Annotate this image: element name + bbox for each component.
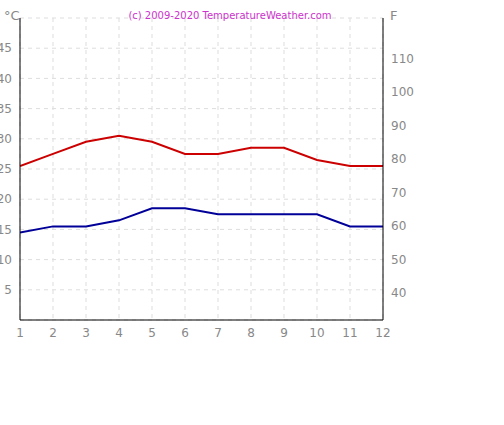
svg-text:15: 15 — [8, 223, 12, 237]
svg-text:45: 45 — [8, 41, 12, 55]
svg-text:5: 5 — [8, 283, 12, 297]
svg-text:40: 40 — [391, 286, 406, 300]
html-text:F: F — [390, 8, 398, 23]
svg-text:11: 11 — [342, 326, 357, 340]
svg-text:2: 2 — [49, 326, 57, 340]
svg-text:50: 50 — [391, 253, 406, 267]
svg-text:25: 25 — [8, 162, 12, 176]
svg-text:60: 60 — [391, 219, 406, 233]
html-text:(c) 2009-2020 TemperatureWeath: (c) 2009-2020 TemperatureWeather.com — [128, 10, 332, 21]
svg-text:40: 40 — [8, 72, 12, 86]
svg-text:30: 30 — [8, 132, 12, 146]
svg-text:1: 1 — [16, 326, 24, 340]
svg-text:9: 9 — [280, 326, 288, 340]
svg-text:20: 20 — [8, 192, 12, 206]
svg-text:80: 80 — [391, 152, 406, 166]
svg-text:8: 8 — [247, 326, 255, 340]
html-text:°C: °C — [4, 8, 20, 23]
svg-text:10: 10 — [8, 253, 12, 267]
svg-text:110: 110 — [391, 52, 414, 66]
svg-text:6: 6 — [181, 326, 189, 340]
svg-text:5: 5 — [148, 326, 156, 340]
svg-text:100: 100 — [391, 85, 414, 99]
svg-text:12: 12 — [375, 326, 390, 340]
svg-text:70: 70 — [391, 186, 406, 200]
svg-text:10: 10 — [309, 326, 324, 340]
svg-text:3: 3 — [82, 326, 90, 340]
svg-text:7: 7 — [214, 326, 222, 340]
svg-text:4: 4 — [115, 326, 123, 340]
svg-text:35: 35 — [8, 102, 12, 116]
svg-text:90: 90 — [391, 119, 406, 133]
